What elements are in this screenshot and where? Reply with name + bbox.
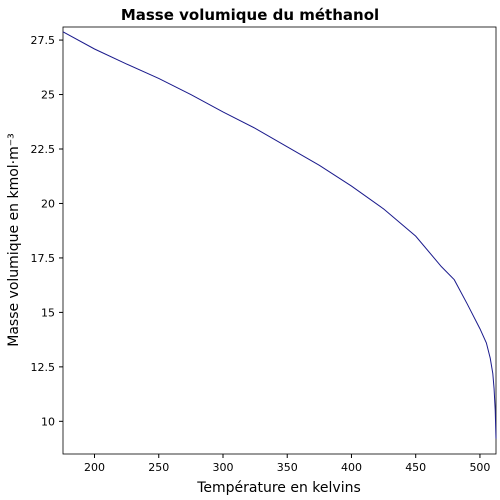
x-tick-label: 350 <box>277 461 298 474</box>
y-tick-label: 17.5 <box>31 252 56 265</box>
y-tick-label: 22.5 <box>31 143 56 156</box>
chart-title: Masse volumique du méthanol <box>121 6 379 24</box>
plot-frame <box>62 26 497 455</box>
x-axis: 200 250 300 350 400 450 500 <box>84 454 490 474</box>
y-tick-label: 15 <box>41 306 55 319</box>
x-tick-label: 300 <box>212 461 233 474</box>
x-tick-label: 450 <box>405 461 426 474</box>
y-tick-label: 10 <box>41 415 55 428</box>
y-tick-label: 27.5 <box>31 34 56 47</box>
y-tick-label: 20 <box>41 197 55 210</box>
y-tick-label: 12.5 <box>31 361 56 374</box>
y-tick-label: 25 <box>41 89 55 102</box>
x-tick-label: 400 <box>341 461 362 474</box>
x-tick-label: 200 <box>84 461 105 474</box>
x-axis-title: Température en kelvins <box>196 480 361 496</box>
density-curve <box>62 31 497 439</box>
y-axis: 10 12.5 15 17.5 20 22.5 25 27.5 <box>31 34 63 428</box>
x-tick-label: 500 <box>469 461 490 474</box>
y-axis-title: Masse volumique en kmol·m⁻³ <box>6 133 22 347</box>
x-tick-label: 250 <box>148 461 169 474</box>
